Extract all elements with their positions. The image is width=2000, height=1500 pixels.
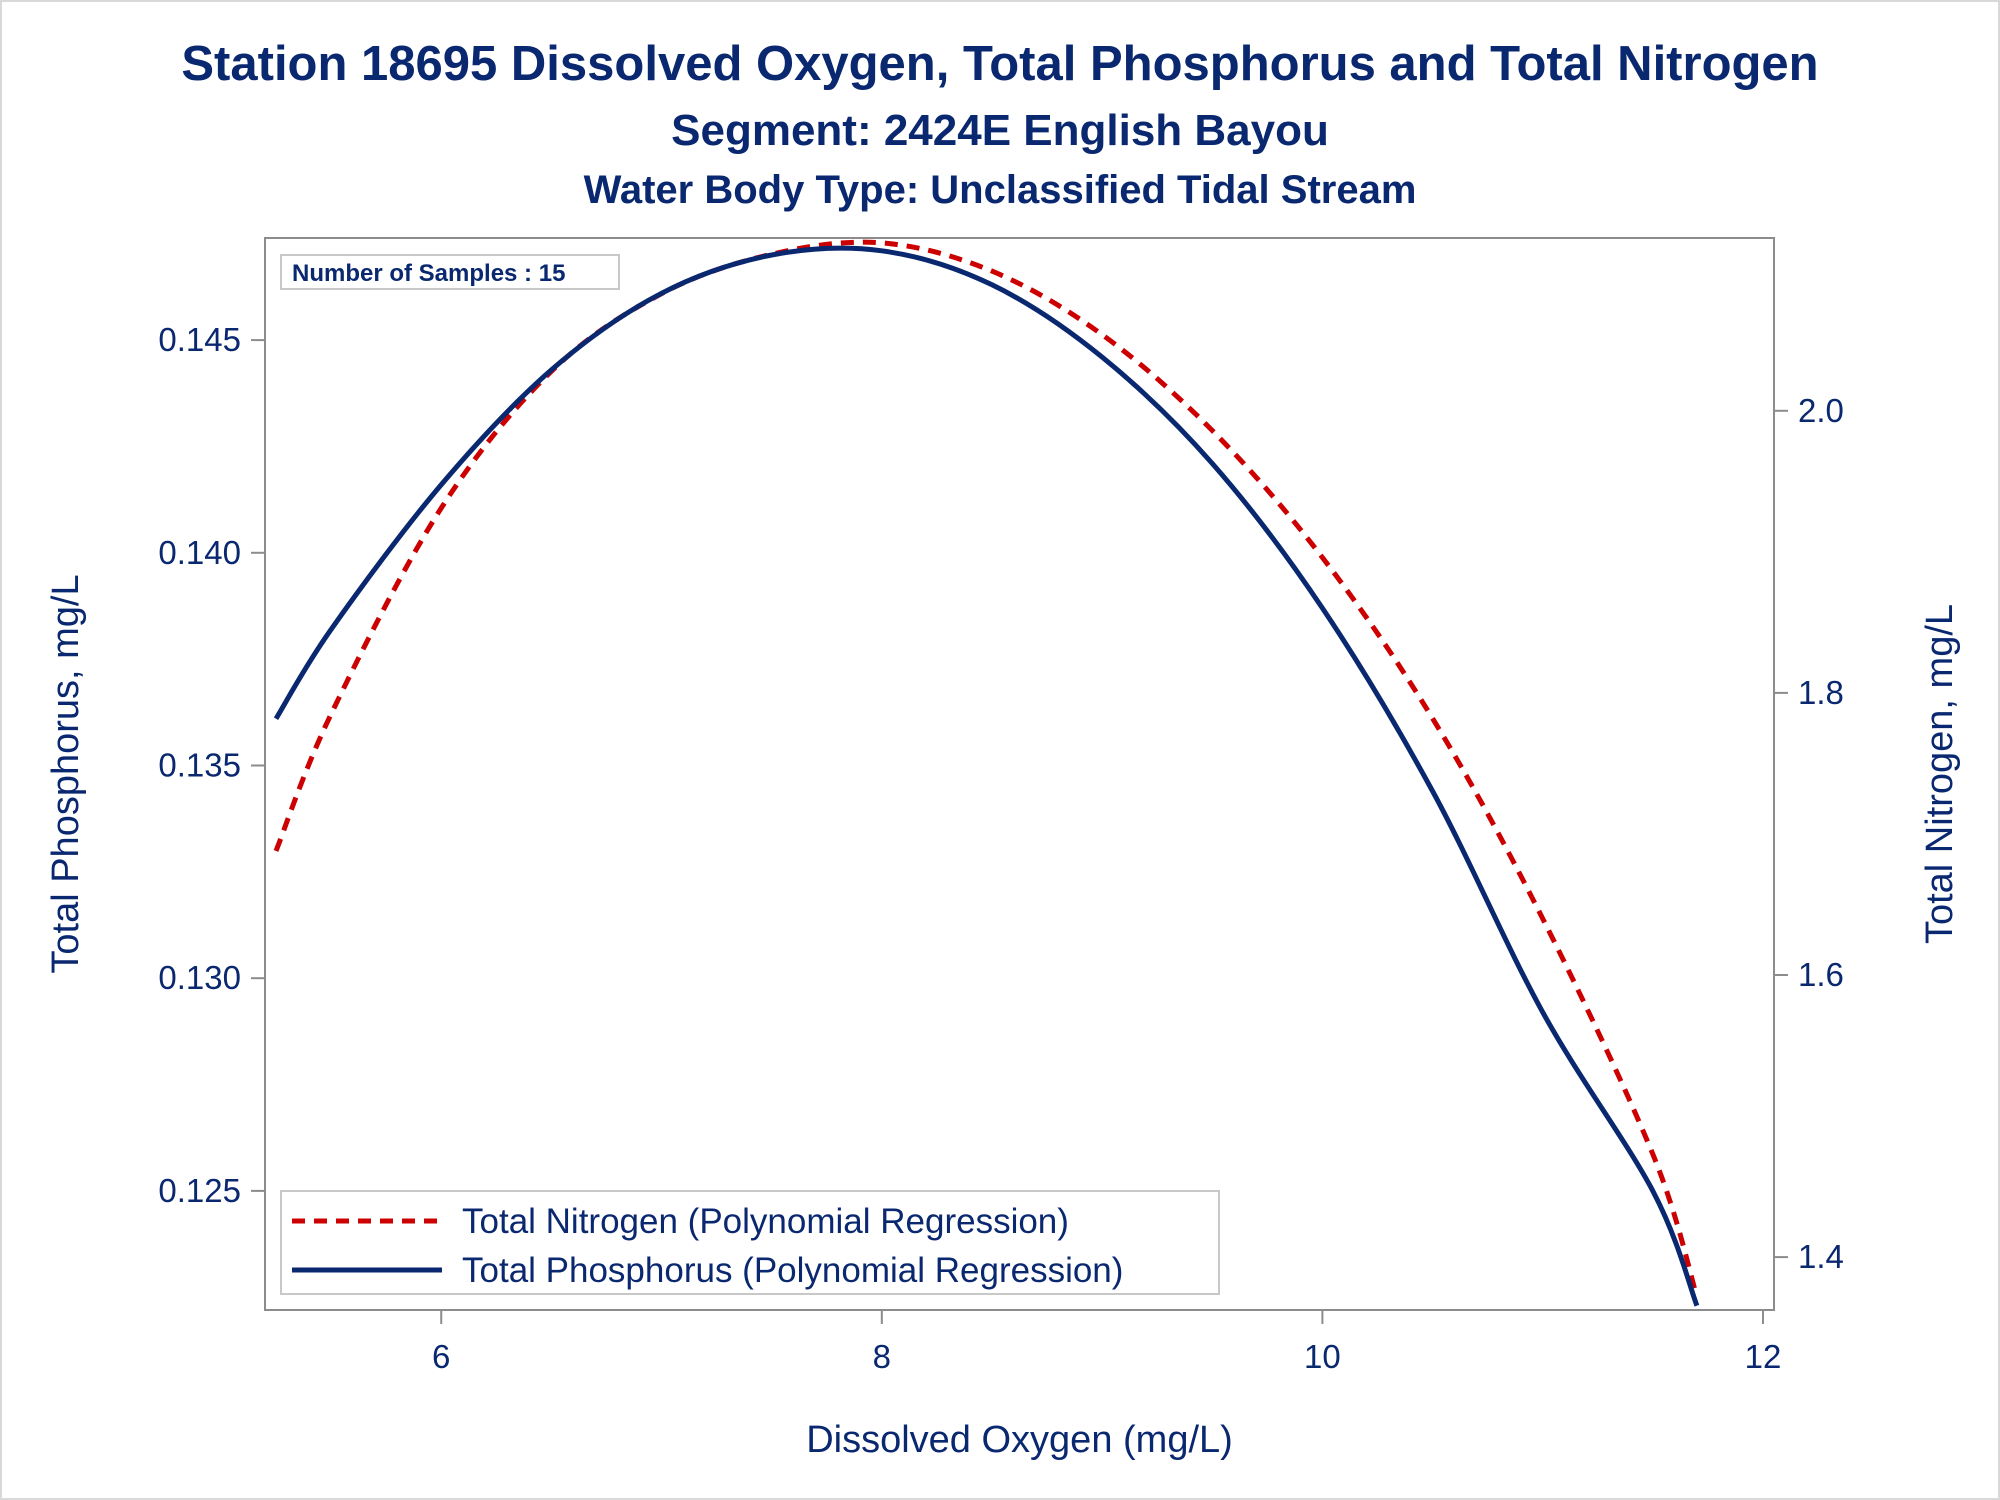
samples-box [280,254,620,290]
y2-axis-label: Total Nitrogen, mg/L [1919,604,1961,944]
chart-subtitle: Segment: 2424E English Bayou [671,106,1329,155]
chart-subtitle-2: Water Body Type: Unclassified Tidal Stre… [583,168,1417,212]
y-axis-label: Total Phosphorus, mg/L [45,574,87,973]
y-tick-label: 0.145 [158,321,241,358]
legend-label: Total Nitrogen (Polynomial Regression) [462,1202,1069,1241]
x-tick-label: 10 [1304,1338,1341,1375]
y2-tick-label: 1.6 [1798,956,1844,993]
legend-label: Total Phosphorus (Polynomial Regression) [462,1251,1123,1290]
x-tick-label: 8 [873,1338,891,1375]
x-axis-label: Dissolved Oxygen (mg/L) [806,1419,1233,1461]
y-tick-label: 0.130 [158,959,241,996]
samples-text: Number of Samples : 15 [292,260,565,287]
y2-tick-label: 2.0 [1798,392,1844,429]
nitrogen-series-line [273,239,1700,1298]
legend-box [280,1190,1220,1295]
chart-title: Station 18695 Dissolved Oxygen, Total Ph… [181,37,1819,91]
y2-tick-label: 1.8 [1798,674,1844,711]
y-tick-label: 0.140 [158,534,241,571]
phosphorus-series-line [273,245,1700,1307]
x-tick-label: 6 [432,1338,450,1375]
y-tick-label: 0.125 [158,1172,241,1209]
y2-tick-label: 1.4 [1798,1238,1844,1275]
plot-area-border [264,237,1775,1311]
x-tick-label: 12 [1745,1338,1782,1375]
y-tick-label: 0.135 [158,746,241,783]
